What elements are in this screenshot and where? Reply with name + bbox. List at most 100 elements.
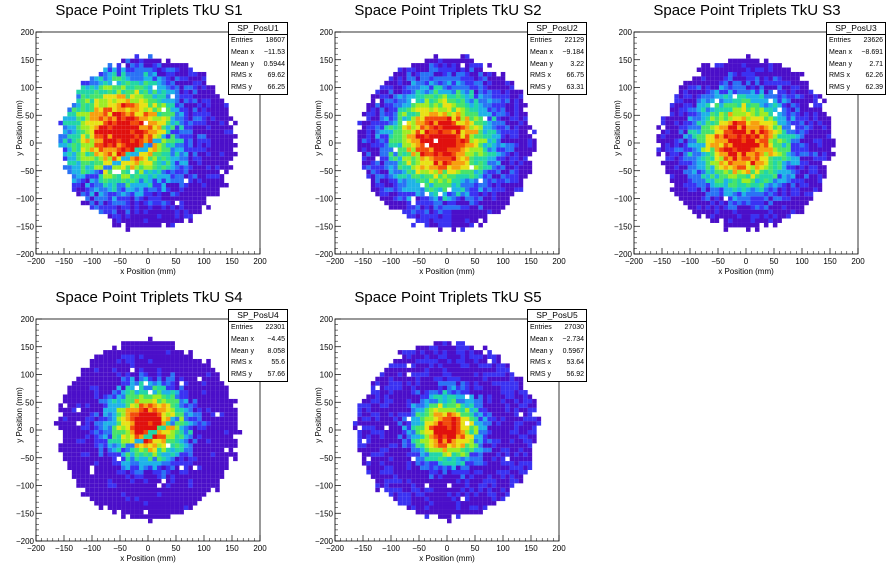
heatmap-cell bbox=[500, 191, 506, 197]
heatmap-cell bbox=[201, 447, 207, 453]
heatmap-cell bbox=[107, 483, 113, 488]
heatmap-cell bbox=[746, 76, 751, 81]
heatmap-cell bbox=[62, 156, 68, 161]
heatmap-cell bbox=[447, 98, 452, 104]
heatmap-cell bbox=[464, 80, 470, 86]
heatmap-cell bbox=[98, 469, 104, 475]
heatmap-cell bbox=[451, 191, 457, 197]
heatmap-cell bbox=[121, 438, 126, 444]
heatmap-cell bbox=[125, 367, 131, 373]
heatmap-cell bbox=[107, 367, 113, 373]
heatmap-cell bbox=[174, 416, 180, 422]
heatmap-cell bbox=[518, 169, 524, 175]
heatmap-cell bbox=[804, 129, 809, 135]
x-tick-label: 50 bbox=[770, 257, 779, 266]
heatmap-cell bbox=[714, 196, 720, 201]
heatmap-cell bbox=[62, 447, 68, 453]
heatmap-cell bbox=[710, 89, 715, 95]
heatmap-cell bbox=[786, 160, 791, 166]
heatmap-cell bbox=[763, 107, 769, 112]
heatmap-cell bbox=[741, 111, 747, 117]
heatmap-cell bbox=[514, 178, 519, 184]
heatmap-cell bbox=[85, 452, 90, 457]
heatmap-cell bbox=[759, 191, 764, 197]
y-tick-label: −50 bbox=[20, 167, 34, 176]
heatmap-cell bbox=[728, 174, 733, 179]
heatmap-cell bbox=[692, 103, 697, 108]
heatmap-cell bbox=[505, 182, 510, 188]
heatmap-cell bbox=[103, 174, 108, 179]
heatmap-cell bbox=[433, 116, 439, 121]
heatmap-cell bbox=[143, 434, 149, 439]
heatmap-cell bbox=[496, 125, 501, 130]
heatmap-cell bbox=[469, 107, 474, 112]
heatmap-cell bbox=[455, 76, 461, 81]
heatmap-cell bbox=[152, 478, 158, 484]
heatmap-cell bbox=[464, 143, 470, 148]
heatmap-cell bbox=[415, 151, 421, 157]
heatmap-cell bbox=[71, 434, 77, 439]
heatmap-cell bbox=[768, 156, 773, 161]
heatmap-cell bbox=[420, 205, 425, 210]
heatmap-cell bbox=[58, 425, 63, 431]
heatmap-cell bbox=[451, 205, 457, 210]
heatmap-cell bbox=[76, 134, 81, 139]
heatmap-cell bbox=[94, 85, 99, 90]
heatmap-cell bbox=[134, 214, 140, 219]
heatmap-cell bbox=[723, 227, 729, 232]
heatmap-cell bbox=[509, 120, 515, 126]
heatmap-cell bbox=[121, 430, 126, 435]
heatmap-cell bbox=[669, 147, 675, 152]
heatmap-cell bbox=[496, 196, 501, 201]
heatmap-cell bbox=[103, 438, 108, 444]
heatmap-cell bbox=[179, 111, 184, 117]
heatmap-cell bbox=[134, 134, 140, 139]
heatmap-cell bbox=[71, 125, 77, 130]
heatmap-cell bbox=[455, 143, 461, 148]
heatmap-cell bbox=[134, 407, 140, 413]
heatmap-cell bbox=[134, 341, 140, 346]
heatmap-cell bbox=[139, 58, 144, 64]
heatmap-cell bbox=[705, 103, 711, 108]
heatmap-cell bbox=[206, 372, 211, 377]
heatmap-cell bbox=[455, 209, 461, 215]
heatmap-cell bbox=[500, 116, 506, 121]
heatmap-cell bbox=[424, 85, 430, 90]
heatmap-cell bbox=[94, 443, 99, 448]
heatmap-cell bbox=[705, 156, 711, 161]
heatmap-cell bbox=[415, 187, 421, 192]
heatmap-cell bbox=[777, 218, 782, 223]
heatmap-cell bbox=[790, 160, 796, 166]
heatmap-cell bbox=[152, 505, 158, 510]
heatmap-cell bbox=[116, 205, 122, 210]
heatmap-cell bbox=[464, 147, 470, 152]
heatmap-cell bbox=[103, 447, 108, 453]
heatmap-cell bbox=[741, 182, 747, 188]
heatmap-cell bbox=[804, 191, 809, 197]
heatmap-cell bbox=[379, 143, 385, 148]
heatmap-cell bbox=[741, 103, 747, 108]
heatmap-cell bbox=[116, 98, 122, 104]
heatmap-cell bbox=[76, 376, 81, 382]
heatmap-cell bbox=[777, 67, 782, 73]
heatmap-cell bbox=[201, 390, 207, 395]
heatmap-cell bbox=[768, 196, 773, 201]
heatmap-cell bbox=[696, 125, 702, 130]
heatmap-cell bbox=[375, 160, 380, 166]
heatmap-cell bbox=[822, 147, 827, 152]
heatmap-cell bbox=[116, 182, 122, 188]
heatmap-cell bbox=[411, 222, 416, 228]
heatmap-cell bbox=[795, 116, 800, 121]
heatmap-cell bbox=[754, 120, 760, 126]
heatmap-cell bbox=[719, 165, 724, 170]
heatmap-cell bbox=[179, 200, 184, 206]
heatmap-cell bbox=[384, 182, 389, 188]
heatmap-cell bbox=[813, 94, 818, 99]
heatmap-cell bbox=[62, 129, 68, 135]
heatmap-cell bbox=[125, 151, 131, 157]
heatmap-cell bbox=[156, 196, 162, 201]
heatmap-cell bbox=[665, 125, 670, 130]
heatmap-cell bbox=[701, 178, 706, 184]
heatmap-cell bbox=[741, 143, 747, 148]
heatmap-cell bbox=[438, 63, 443, 68]
